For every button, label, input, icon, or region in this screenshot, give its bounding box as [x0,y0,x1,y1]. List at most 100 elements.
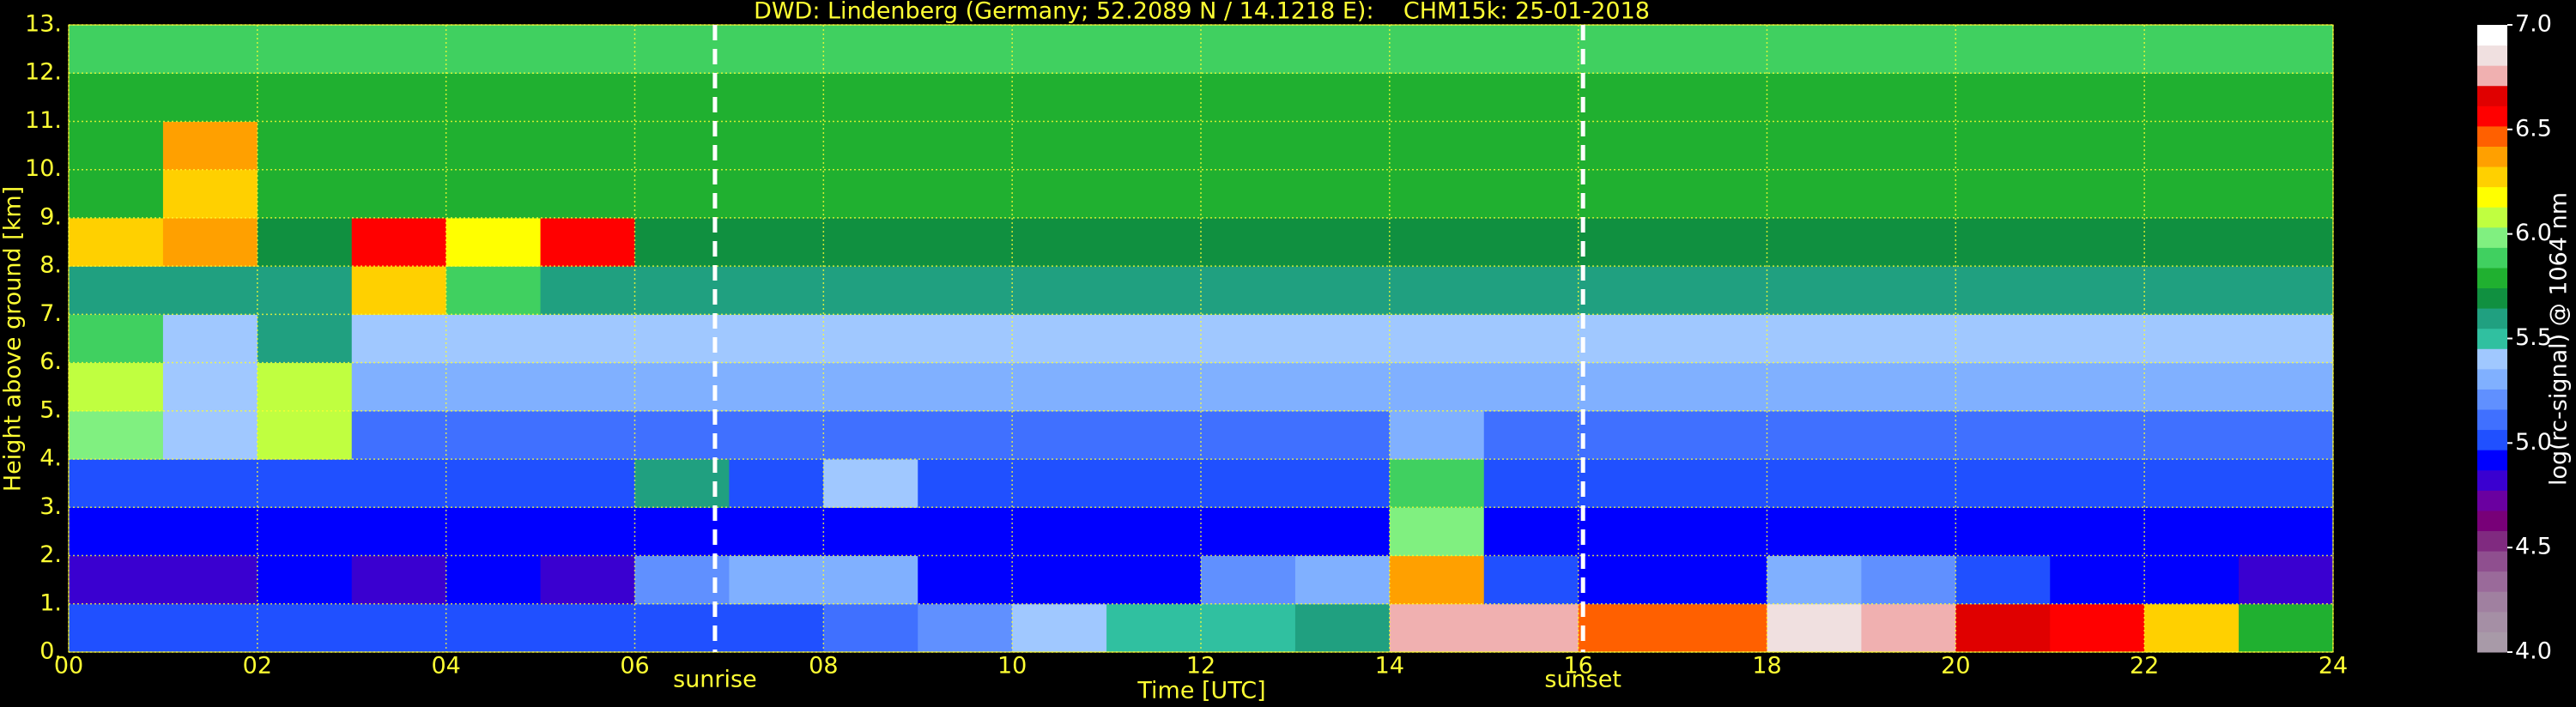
heatmap-cell [69,169,164,219]
heatmap-cell [1861,555,1956,605]
heatmap-cell [351,555,447,605]
heatmap-cell [2144,217,2240,267]
heatmap-cell [1672,459,1767,508]
colorbar-swatch [2477,146,2507,167]
heatmap-cell [257,266,353,315]
colorbar-swatch [2477,106,2507,127]
heatmap-cell [162,266,258,315]
colorbar-swatch [2477,186,2507,208]
heatmap-cell [1106,507,1202,557]
heatmap-cell [1483,121,1579,171]
heatmap-cell [69,555,164,605]
heatmap-cell [162,555,258,605]
heatmap-cell [2144,25,2240,74]
heatmap-cell [351,25,447,74]
colorbar-swatch [2477,631,2507,653]
heatmap-cell [1201,73,1296,122]
heatmap-cell [445,169,542,219]
heatmap-cell [351,603,447,653]
heatmap-cell [823,603,918,653]
heatmap-cell [1767,73,1862,122]
heatmap-cell [1294,507,1391,557]
overlay: 00 02 04 06 08 10 12 14 16 18 20 22 24 0. 1. 2. 3. 4. 5. 6.… [25,11,2552,693]
heatmap-cell [69,603,164,653]
heatmap-cell [1483,169,1579,219]
heatmap-cell [1672,410,1767,460]
annotation-label: sunset [1544,667,1621,693]
heatmap-cell [1389,603,1485,653]
heatmap-cell [257,362,353,412]
colorbar-swatch [2477,308,2507,329]
x-tick-label: 04 [431,653,460,680]
heatmap-cell [445,507,542,557]
heatmap-cell [1767,555,1862,605]
x-tick-label: 00 [54,653,83,680]
heatmap-cell [257,25,353,74]
heatmap-cell [823,217,918,267]
heatmap-cell [1861,266,1956,315]
colorbar-swatch [2477,25,2507,46]
heatmap-cell [540,603,635,653]
x-tick-label: 22 [2130,653,2159,680]
heatmap-cell [69,314,164,364]
heatmap-cell [918,217,1013,267]
heatmap-cell [540,121,635,171]
heatmap-cell [257,603,353,653]
heatmap-cell [1578,169,1674,219]
heatmap-cell [1483,266,1579,315]
heatmap-cell [2144,507,2240,557]
heatmap-cell [1201,603,1296,653]
heatmap-cell [351,362,447,412]
heatmap-cell [1767,266,1862,315]
heatmap-cell [729,73,824,122]
heatmap-cell [162,314,258,364]
heatmap-cell [1106,459,1202,508]
heatmap-cell [1672,73,1767,122]
heatmap-cell [1106,555,1202,605]
heatmap-cell [445,362,542,412]
heatmap-cell [729,603,824,653]
heatmap-cell [540,459,635,508]
heatmap-cell [1955,121,2051,171]
heatmap-cell [257,314,353,364]
heatmap-cell [2050,459,2145,508]
heatmap-cell [2239,266,2334,315]
heatmap-cell [1578,73,1674,122]
heatmap-cell [1578,25,1674,74]
heatmap-cell [1106,73,1202,122]
heatmap-cell [918,266,1013,315]
y-tick-label: 3. [39,493,62,520]
heatmap-cell [2239,314,2334,364]
heatmap-cell [445,410,542,460]
heatmap-cell [540,73,635,122]
heatmap-cell [1201,314,1296,364]
heatmap-cell [2144,410,2240,460]
heatmap-cell [1012,410,1107,460]
heatmap-cell [162,217,258,267]
heatmap-cell [918,410,1013,460]
heatmap-cell [351,507,447,557]
heatmap-cell [729,410,824,460]
colorbar-swatch [2477,267,2507,289]
heatmap-cell [2050,25,2145,74]
heatmap-cell [1861,169,1956,219]
heatmap-cell [1483,217,1579,267]
heatmap-cell [1672,25,1767,74]
heatmap-cell [1672,603,1767,653]
heatmap-cell [1294,362,1391,412]
heatmap-cell [1106,603,1202,653]
heatmap-cell [1861,410,1956,460]
heatmap-cell [1955,73,2051,122]
heatmap-cell [1767,410,1862,460]
colorbar-swatch [2477,65,2507,87]
heatmap-cell [1767,217,1862,267]
heatmap-cell [1106,169,1202,219]
heatmap-cell [445,25,542,74]
heatmap-cell [1106,362,1202,412]
heatmap-cell [1106,266,1202,315]
chart-title: DWD: Lindenberg (Germany; 52.2089 N / 14… [754,0,1650,25]
heatmap-cell [823,410,918,460]
heatmap-cell [1955,555,2051,605]
heatmap-cell [1578,266,1674,315]
heatmap-cell [2239,25,2334,74]
